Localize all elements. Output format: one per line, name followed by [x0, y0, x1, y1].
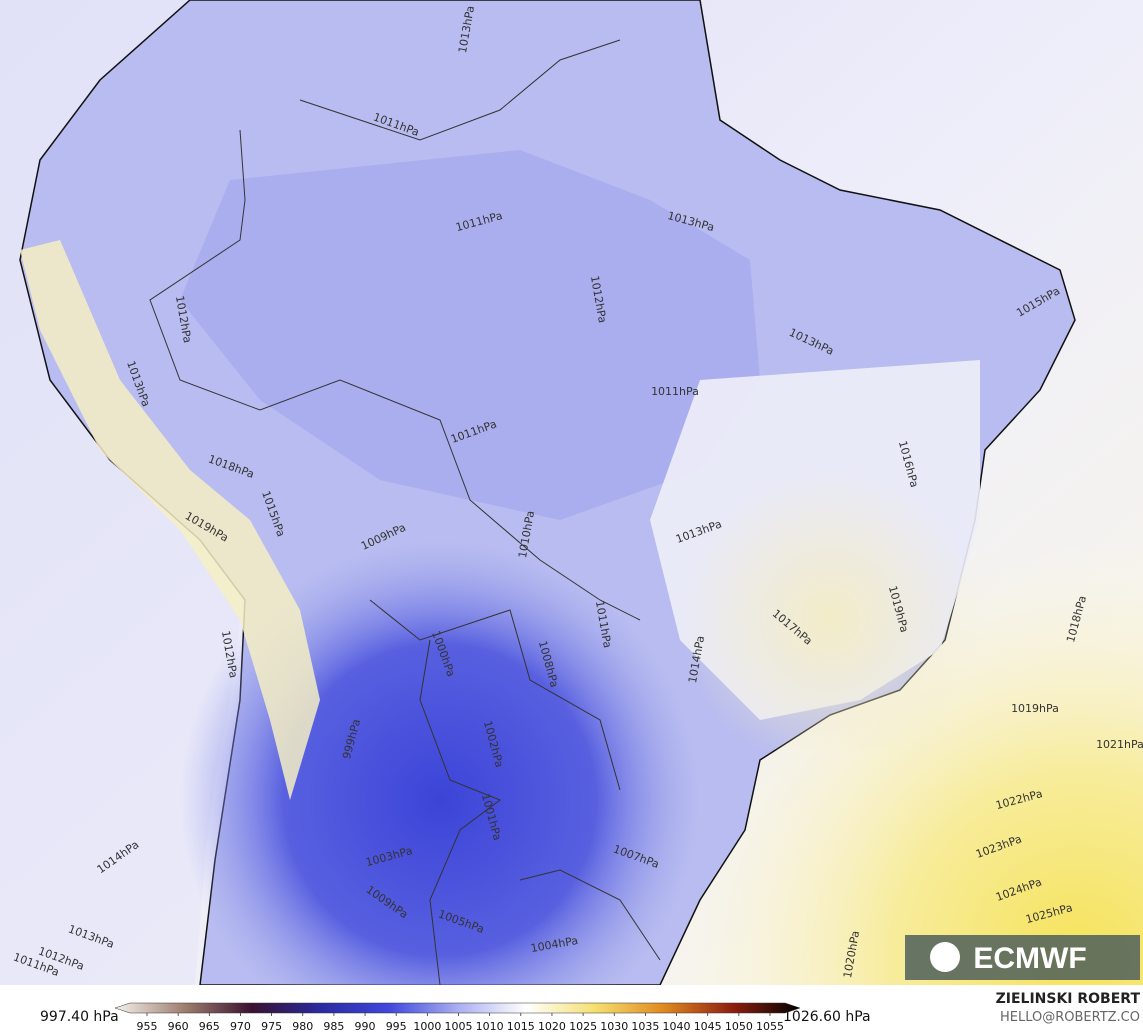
logo-icon [930, 942, 960, 972]
isobar-label: 1011hPa [651, 385, 699, 398]
colorbar-tick-label: 1050 [725, 1020, 753, 1033]
colorbar-tick-label: 975 [261, 1020, 282, 1033]
colorbar-tick-label: 970 [230, 1020, 251, 1033]
border [369, 599, 621, 791]
colorbar [114, 1002, 801, 1014]
border [419, 639, 502, 986]
colorbar-tick-label: 955 [137, 1020, 158, 1033]
colorbar-ticks: 955 960 965 970 975 980 985 990 995 1000 1005 1010 1… [137, 1013, 784, 1033]
colorbar-tick-label: 1045 [694, 1020, 722, 1033]
andes [20, 240, 320, 800]
colorbar-tick-label: 1035 [631, 1020, 659, 1033]
border [519, 869, 661, 961]
colorbar-min: 997.40 hPa [40, 1009, 119, 1025]
border [149, 129, 641, 621]
borders [149, 39, 661, 986]
colorbar-tick-label: 1005 [445, 1020, 473, 1033]
colorbar-tick-label: 1030 [600, 1020, 628, 1033]
colorbar-tick-label: 965 [199, 1020, 220, 1033]
colorbar-max: 1026.60 hPa [783, 1009, 871, 1025]
colorbar-tick-label: 985 [323, 1020, 344, 1033]
colorbar-tick-label: 1040 [663, 1020, 691, 1033]
colorbar-tick-label: 990 [355, 1020, 376, 1033]
colorbar-tick-label: 1020 [538, 1020, 566, 1033]
border [299, 39, 621, 141]
colorbar-tick-label: 1000 [413, 1020, 441, 1033]
colorbar-tick-label: 980 [292, 1020, 313, 1033]
colorbar-tick-label: 1025 [569, 1020, 597, 1033]
amazon-region [180, 150, 760, 520]
logo-text: ECMWF [973, 942, 1086, 975]
credit-name: ZIELINSKI ROBERT [996, 991, 1141, 1007]
colorbar-tick-label: 1010 [476, 1020, 504, 1033]
colorbar-tick-label: 1055 [756, 1020, 784, 1033]
colorbar-tick-label: 1015 [507, 1020, 535, 1033]
credit-email: HELLO@ROBERTZ.CO [1000, 1010, 1140, 1025]
colorbar-tick-label: 995 [386, 1020, 407, 1033]
isobar-label: 1019hPa [1011, 702, 1059, 715]
isobar-label: 1021hPa [1096, 738, 1143, 751]
colorbar-tick-label: 960 [168, 1020, 189, 1033]
